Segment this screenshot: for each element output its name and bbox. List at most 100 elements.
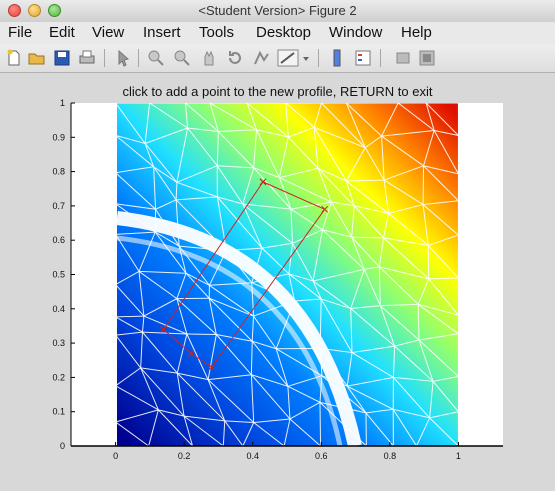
data-cursor-icon[interactable] [252, 49, 270, 67]
x-axis: 0 0.2 0.4 0.6 0.8 1 [71, 442, 503, 461]
mesh-edge [115, 166, 154, 174]
mesh-edge [378, 237, 385, 267]
open-file-icon[interactable] [28, 49, 46, 67]
x-tick-label: 0 [113, 451, 118, 461]
mesh-edge [423, 165, 459, 175]
new-figure-icon[interactable] [5, 49, 23, 67]
mesh-edge [216, 334, 253, 342]
menu-desktop[interactable]: Desktop [256, 24, 312, 41]
mesh-edge [250, 341, 253, 375]
mesh-edge [209, 297, 254, 317]
mesh-edge [246, 103, 257, 130]
mesh-edge [364, 266, 380, 270]
mesh-edge [392, 346, 396, 378]
minimize-window-button[interactable] [28, 4, 41, 17]
y-tick-label: 0.8 [52, 167, 65, 177]
zoom-in-icon[interactable] [147, 49, 165, 67]
mesh-edge [242, 167, 255, 205]
mesh-edge [383, 237, 429, 246]
menu-view[interactable]: View [92, 24, 125, 41]
mesh-edge [144, 103, 151, 144]
mesh-edge [242, 203, 293, 244]
mesh-edge [175, 199, 227, 251]
mesh-edge [287, 385, 321, 403]
mesh-edge [331, 201, 355, 207]
mesh-edge [345, 180, 355, 206]
mesh-edge [253, 167, 292, 210]
zoom-out-icon[interactable] [173, 49, 191, 67]
mesh-edge [394, 339, 420, 347]
menu-insert[interactable]: Insert [143, 24, 181, 41]
mesh-edge [251, 374, 291, 420]
mesh-edge [346, 385, 394, 410]
edit-plot-arrow-icon[interactable] [114, 49, 132, 67]
menu-edit[interactable]: Edit [49, 24, 75, 41]
mesh-edge [261, 247, 290, 275]
mesh-edge [154, 231, 187, 274]
menu-tools[interactable]: Tools [199, 24, 235, 41]
mesh-edge [242, 203, 263, 249]
mesh-edge [418, 339, 434, 382]
mesh-edge [143, 298, 178, 317]
mesh-edge [143, 315, 188, 335]
mesh-edge [115, 385, 159, 411]
hide-tools-icon[interactable] [394, 49, 412, 67]
dropdown-arrow-icon[interactable] [302, 49, 310, 67]
mesh-edge [381, 136, 385, 181]
mesh-edge [428, 277, 459, 280]
mesh-edge [158, 409, 185, 417]
triangle-mesh [115, 103, 459, 446]
menu-file[interactable]: File [8, 24, 33, 41]
x-tick-label: 0.6 [315, 451, 328, 461]
mesh-edge [417, 278, 430, 305]
mesh-edge [278, 177, 292, 210]
mesh-edge [423, 130, 435, 166]
mesh-edge [250, 374, 255, 423]
mesh-edge [208, 297, 253, 342]
mesh-edge [312, 280, 322, 300]
mesh-edge [320, 298, 353, 353]
mesh-edge [140, 367, 178, 374]
rotate-3d-icon[interactable] [226, 49, 244, 67]
mesh-edge [350, 305, 381, 310]
mesh-edge [346, 385, 367, 414]
mesh-edge [186, 333, 209, 380]
brush-icon[interactable] [277, 49, 299, 67]
mesh-edge [216, 165, 244, 205]
y-tick-label: 1 [60, 98, 65, 108]
mesh-edge [115, 234, 140, 272]
mesh-edge [251, 273, 290, 284]
profile-point [160, 326, 167, 333]
mesh-edge [178, 245, 187, 274]
mesh-edge [115, 284, 145, 317]
mesh-edge [176, 127, 189, 183]
mesh-edge [242, 203, 292, 210]
mesh-edge [383, 237, 430, 280]
menu-window[interactable]: Window [329, 24, 383, 41]
print-icon[interactable] [78, 49, 96, 67]
mesh-edge [253, 315, 277, 350]
mesh-edge [381, 129, 435, 137]
mesh-edge [253, 418, 291, 423]
pan-hand-icon[interactable] [200, 49, 218, 67]
mesh-edge [378, 266, 381, 306]
mesh-edge [142, 331, 178, 374]
menu-help[interactable]: Help [401, 24, 432, 41]
x-tick-label: 0.8 [384, 451, 397, 461]
close-window-button[interactable] [8, 4, 21, 17]
mesh-edge [425, 103, 459, 136]
mesh-edge [290, 209, 293, 244]
mesh-edge [253, 300, 295, 317]
zoom-window-button[interactable] [48, 4, 61, 17]
mesh-edge [115, 315, 144, 318]
mesh-edge [397, 103, 435, 131]
mesh-edge [144, 143, 178, 183]
profile-point [259, 178, 267, 186]
legend-icon[interactable] [354, 49, 372, 67]
save-icon[interactable] [53, 49, 71, 67]
mesh-edge [319, 401, 367, 446]
colorbar-icon[interactable] [328, 49, 346, 67]
show-tools-icon[interactable] [418, 49, 436, 67]
mesh-edge [383, 213, 390, 238]
